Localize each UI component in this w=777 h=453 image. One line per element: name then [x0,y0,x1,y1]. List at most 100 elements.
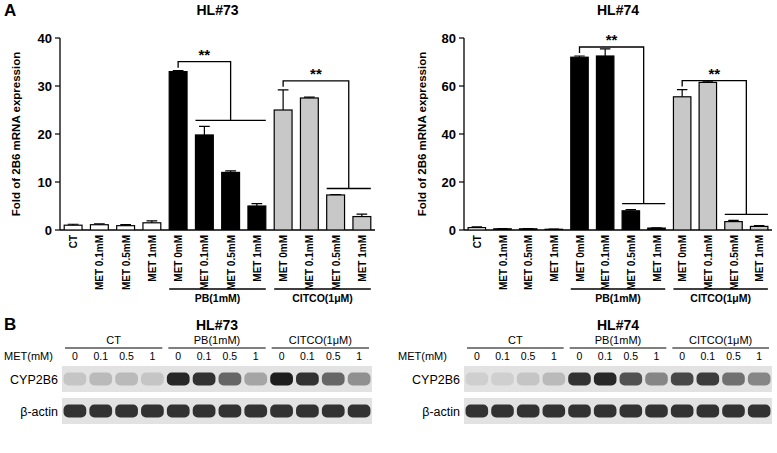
lane-label: 1 [756,350,762,362]
bar [571,57,588,230]
panel-label: A [4,1,16,20]
x-tick-label: MET 0.1mM [498,235,509,290]
bar [725,222,742,230]
blot-band [543,373,566,386]
blot-strip [62,366,372,392]
x-tick-label: MET 1mM [652,235,663,282]
lane-label: 1 [654,350,660,362]
x-tick-label: MET 0.1mM [600,235,611,290]
x-tick-label: MET 0.5mM [226,235,237,290]
bar [248,206,266,230]
blot-band [115,405,138,418]
bar [519,229,536,230]
blot-band [748,373,771,386]
bar [468,228,485,230]
error-bar [728,220,738,221]
lane-label: 0.1 [197,350,212,362]
bar [327,195,345,230]
group-line [274,288,371,289]
lane-label: 0.1 [701,350,716,362]
bar-chart: HL#73Fold of 2B6 mRNA expression01020304… [10,2,375,304]
x-tick-label: MET 0mM [677,235,688,282]
lane-label: 0.1 [300,350,315,362]
x-tick-label: MET 1mM [357,235,368,282]
lane-label: 0.5 [521,350,536,362]
blot-band [193,373,216,386]
blot-band [620,405,643,418]
lane-group-line [65,348,162,349]
lane-group-label: PB(1mM) [595,334,641,346]
blot-band [697,373,720,386]
error-bar [754,225,764,227]
bar [353,217,371,230]
lane-label: 0 [72,350,78,362]
error-bar [523,228,533,229]
blot-band [167,373,190,386]
lane-label: 0 [175,350,181,362]
blot-band [219,405,242,418]
panel-label: B [4,315,16,334]
bar [169,72,187,230]
x-tick-label: CT [472,235,483,248]
bar [494,229,511,230]
x-tick-label: MET 0.1mM [703,235,714,290]
lane-label: 0 [279,350,285,362]
blot-band [748,405,771,418]
bar [300,98,318,230]
lane-label: 0.5 [624,350,639,362]
lane-label: 0 [577,350,583,362]
y-tick-label: 10 [38,175,52,190]
lane-group-label: CT [508,334,523,346]
x-tick-label: MET 1mM [549,235,560,282]
figure: A B HL#73Fold of 2B6 mRNA expression010203… [0,0,777,453]
blot-strip [62,398,372,424]
x-tick-label: MET 0mM [173,235,184,282]
blot-band [594,405,617,418]
error-bar [94,223,105,225]
blot-band [270,373,293,386]
blot-band [671,373,694,386]
y-tick-label: 80 [442,31,456,46]
western-blot: HL#74MET(mM)CTPB(1mM)CITCO(1μM)00.10.510… [398,317,772,424]
error-bar [357,214,368,216]
row-label: CYP2B6 [10,373,58,387]
lane-label: 1 [551,350,557,362]
error-bar [278,90,289,110]
lane-group-line [467,348,564,349]
bar-chart: HL#74Fold of 2B6 mRNA expression02040608… [416,2,772,304]
blot-band [517,373,540,386]
significance-label: ** [310,65,322,82]
lane-group-label: CITCO(1μM) [289,334,352,346]
y-tick-label: 40 [38,31,52,46]
lane-label: 0.5 [326,350,341,362]
y-tick [459,85,464,86]
blot-band [193,405,216,418]
blot-strip [464,366,772,392]
blot-band [89,405,112,418]
y-tick-label: 20 [442,175,456,190]
error-bar [120,224,131,226]
bar [274,110,292,230]
bar [222,172,240,230]
error-bar [68,224,79,226]
blot-band [722,373,745,386]
bar [622,211,639,230]
blot-band [167,405,190,418]
y-tick [459,133,464,134]
y-tick-label: 0 [449,223,456,238]
group-line [673,288,767,289]
lane-label: 0.1 [93,350,108,362]
blot-band [466,405,489,418]
bar [64,225,82,230]
x-tick-label: MET 0.1mM [304,235,315,290]
significance-label: ** [606,31,618,48]
bar [596,56,613,230]
x-tick-label: MET 0.5mM [331,235,342,290]
lane-label: 0.5 [119,350,134,362]
x-tick-label: MET 0mM [575,235,586,282]
error-bar [497,228,507,229]
lane-header: MET(mM) [4,350,53,362]
bar [90,225,108,230]
y-tick-label: 40 [442,127,456,142]
blot-band [645,373,668,386]
